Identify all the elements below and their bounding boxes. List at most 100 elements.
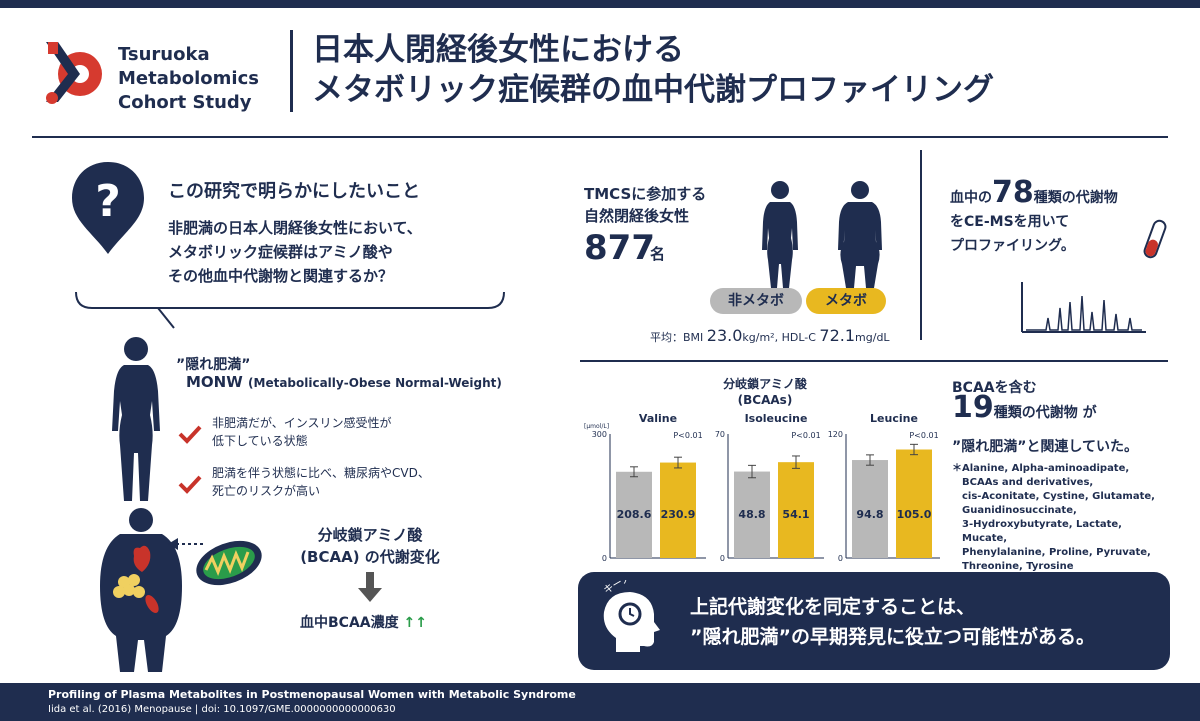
question-line: その他血中代謝物と関連するか？	[168, 267, 394, 285]
metabolite-line: Threonine, Tyrosine	[962, 561, 1074, 572]
data-label: 94.8	[856, 508, 883, 521]
profiling-line: プロファイリング。	[950, 238, 1075, 254]
panel-title: Leucine	[870, 412, 918, 425]
cohort-line: 自然閉経後女性	[584, 207, 690, 225]
bar	[616, 471, 652, 558]
bar	[852, 460, 888, 558]
title-line: メタボリック症候群の血中代謝プロファイリング	[312, 72, 994, 108]
tick-label: 0	[720, 554, 725, 563]
blood-bcaa-text: 血中BCAA濃度	[300, 615, 399, 631]
p-value-label: P<0.01	[791, 431, 820, 440]
cohort-line: TMCSに参加する	[584, 185, 707, 203]
blood-bcaa-label: 血中BCAA濃度 ↑↑	[300, 612, 427, 632]
metabolite-line: cis-Aconitate, Cystine, Glutamate,	[962, 491, 1155, 502]
bar	[778, 462, 814, 558]
check-icon	[178, 425, 202, 444]
tick-label: 120	[828, 430, 843, 439]
result-mid: 種類の代謝物	[993, 405, 1078, 421]
chromatogram-icon	[1021, 282, 1146, 333]
bar	[734, 471, 770, 558]
tick-label: 300	[592, 430, 607, 439]
check-line: 死亡のリスクが高い	[212, 484, 321, 498]
metabolite-line: Guanidinosuccinate,	[962, 505, 1077, 516]
page-title: 日本人閉経後女性における メタボリック症候群の血中代謝プロファイリング	[312, 30, 994, 110]
section-divider	[580, 360, 1168, 362]
thinking-head-icon: キーメッセージ	[602, 580, 668, 652]
hdl-value: 72.1	[819, 326, 856, 345]
paper-citation: Iida et al. (2016) Menopause | doi: 10.1…	[48, 704, 396, 715]
org-line: Metabolomics	[118, 68, 259, 89]
key-message-box	[578, 572, 1170, 670]
metabolite-line: 3-Hydroxybutyrate, Lactate, Mucate,	[962, 519, 1122, 544]
bmi-value: 23.0	[706, 326, 743, 345]
question-line: メタボリック症候群はアミノ酸や	[168, 243, 393, 261]
tick-label: 70	[715, 430, 725, 439]
panel-title: Valine	[639, 412, 677, 425]
average-stats: 平均：BMI 23.0kg/m², HDL-C 72.1mg/dL	[650, 326, 890, 345]
svg-text:?: ?	[95, 176, 121, 227]
cohort-count: 877	[584, 228, 655, 268]
check-item: 肥満を伴う状態に比べ、糖尿病やCVD、 死亡のリスクが高い	[212, 464, 430, 500]
chart-title-line: 分岐鎖アミノ酸	[723, 377, 807, 391]
top-bar	[0, 0, 1200, 8]
panel-title: Isoleucine	[745, 412, 808, 425]
down-arrow-icon	[358, 572, 382, 602]
check-line: 非肥満だが、インスリン感受性が	[212, 416, 392, 430]
check-line: 低下している状態	[212, 434, 308, 448]
profiling-post: 種類の代謝物	[1033, 190, 1118, 206]
bcaa-change-line: 分岐鎖アミノ酸	[317, 526, 423, 544]
hidden-obesity-label: ”隠れ肥満”	[176, 357, 251, 373]
cohort-description: TMCSに参加する 自然閉経後女性	[584, 183, 706, 227]
org-name: Tsuruoka Metabolomics Cohort Study	[118, 43, 259, 115]
question-body: 非肥満の日本人閉経後女性において、 メタボリック症候群はアミノ酸や その他血中代…	[168, 216, 422, 288]
p-value-label: P<0.01	[673, 431, 702, 440]
women-silhouettes-icon	[762, 181, 882, 288]
key-message-line: ”隠れ肥満”の早期発見に役立つ可能性がある。	[690, 626, 1095, 648]
key-message-line: 上記代謝変化を同定することは、	[690, 596, 976, 618]
bcaa-change-line: (BCAA) の代謝変化	[300, 548, 440, 566]
chart-title: 分岐鎖アミノ酸 (BCAAs)	[700, 376, 830, 408]
profiling-description: 血中の78種類の代謝物 をCE-MSを用いて プロファイリング。	[950, 178, 1118, 258]
slim-woman-icon	[112, 337, 160, 501]
paper-title: Profiling of Plasma Metabolites in Postm…	[48, 688, 576, 701]
org-line: Cohort Study	[118, 92, 252, 113]
check-icon	[178, 475, 202, 494]
bmi-unit: kg/m²	[742, 331, 775, 344]
y-axis-label: [μmol/L]	[584, 423, 609, 430]
avg-prefix: 平均：BMI	[650, 331, 704, 344]
title-line: 日本人閉経後女性における	[312, 32, 684, 68]
tick-label: 0	[838, 554, 843, 563]
bar	[896, 449, 932, 558]
data-label: 230.9	[661, 508, 696, 521]
metabolite-line: BCAAs and derivatives,	[962, 477, 1094, 488]
monw-abbr: MONW	[186, 373, 243, 391]
result-description: BCAAを含む 19種類の代謝物 が	[952, 378, 1097, 423]
speech-bracket-icon	[75, 291, 505, 329]
chart-title-line: (BCAAs)	[737, 393, 793, 407]
tick-label: 0	[602, 554, 607, 563]
section-divider	[920, 150, 922, 340]
non-mets-badge: 非メタボ	[710, 288, 802, 314]
body-organs-icon	[100, 508, 182, 672]
monw-label: MONW (Metabolically-Obese Normal-Weight)	[186, 373, 502, 391]
result-pre: BCAAを含む	[952, 380, 1037, 396]
citation-footer: Profiling of Plasma Metabolites in Postm…	[0, 683, 1200, 721]
header-rule	[32, 136, 1168, 138]
data-label: 54.1	[782, 508, 809, 521]
check-line: 肥満を伴う状態に比べ、糖尿病やCVD、	[212, 466, 430, 480]
check-item: 非肥満だが、インスリン感受性が 低下している状態	[212, 414, 392, 450]
mitochondria-icon	[196, 540, 262, 586]
test-tube-icon	[1143, 219, 1167, 259]
metabolite-list: ＊ Alanine, Alpha-aminoadipate, BCAAs and…	[952, 462, 1162, 574]
question-line: 非肥満の日本人閉経後女性において、	[168, 219, 422, 237]
org-line: Tsuruoka	[118, 44, 210, 65]
metabolite-line: Phenylalanine, Proline, Pyruvate,	[962, 547, 1151, 558]
mets-badge: メタボ	[806, 288, 886, 314]
metabolite-count: 78	[992, 175, 1034, 210]
profiling-line: をCE-MSを用いて	[950, 214, 1070, 230]
key-message-text: 上記代謝変化を同定することは、 ”隠れ肥満”の早期発見に役立つ可能性がある。	[690, 592, 1095, 652]
result-ga: が	[1082, 405, 1097, 421]
result-count: 19	[952, 390, 994, 425]
bcaa-bar-chart: [μmol/L] 0 300 Valine P<0.01 208.6 230.9 0 70 Iso…	[584, 412, 940, 563]
tmcs-logo-icon	[46, 42, 102, 104]
